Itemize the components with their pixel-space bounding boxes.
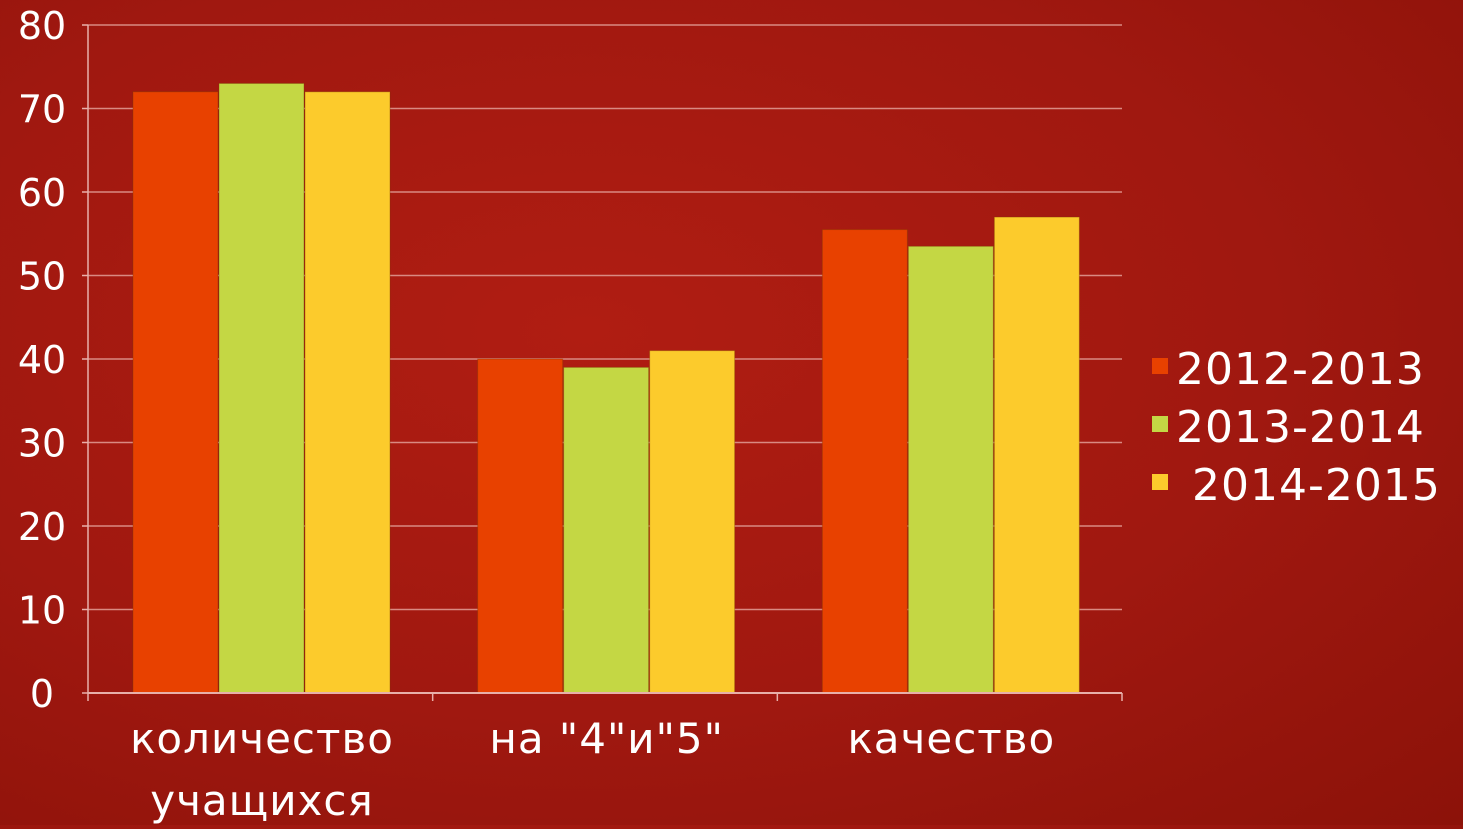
legend-label: 2014-2015 (1192, 460, 1441, 511)
bar (477, 358, 564, 694)
y-tick-label: 50 (18, 255, 66, 299)
bar (993, 216, 1080, 694)
bar (304, 91, 391, 694)
x-tick-labels: количество учащихся на "4"и"5" качество (130, 714, 1055, 825)
legend-swatch (1152, 358, 1168, 374)
y-tick-label: 20 (18, 505, 66, 549)
x-tick-label: количество (130, 714, 394, 763)
y-tick-label: 60 (18, 171, 66, 215)
legend-label: 2013-2014 (1176, 402, 1425, 453)
legend-label: 2012-2013 (1176, 344, 1425, 395)
bar (649, 350, 736, 694)
y-tick-label: 30 (18, 422, 66, 466)
y-tick-label: 0 (30, 672, 54, 716)
x-tick-label: на "4"и"5" (489, 714, 724, 763)
y-tick-label: 40 (18, 338, 66, 382)
axes (82, 24, 1123, 701)
y-tick-label: 10 (18, 589, 66, 633)
bar (907, 245, 994, 694)
legend-swatch (1152, 416, 1168, 432)
y-tick-label: 70 (18, 88, 66, 132)
legend-swatch (1152, 474, 1168, 490)
y-tick-label: 80 (18, 4, 66, 48)
bars (132, 82, 1080, 694)
x-tick-label: качество (847, 714, 1055, 763)
legend: 2012-2013 2013-2014 2014-2015 (1152, 344, 1441, 511)
y-tick-labels: 0 10 20 30 40 50 60 70 80 (18, 4, 66, 716)
bar (821, 229, 908, 694)
x-tick-label: учащихся (150, 776, 373, 825)
bar (132, 91, 219, 694)
bar (563, 366, 650, 694)
bar (218, 82, 305, 694)
